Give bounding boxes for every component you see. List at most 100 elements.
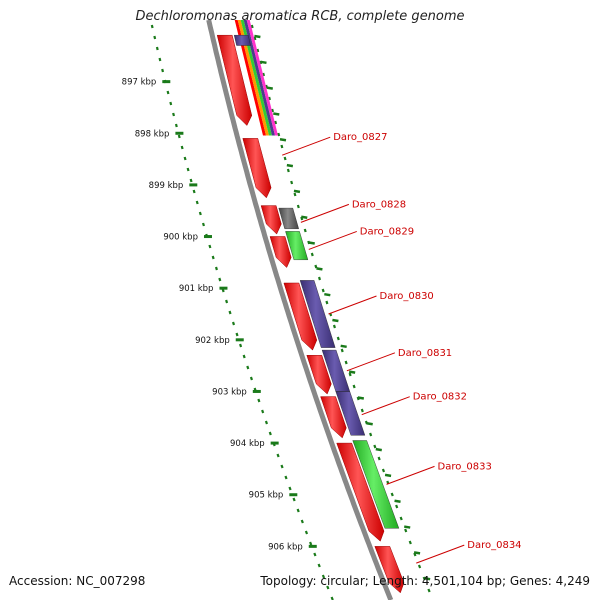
outer-track-dot — [332, 324, 336, 329]
outer-track-dot — [399, 516, 403, 521]
scale-track-dot — [161, 68, 165, 73]
feature-stripe — [240, 20, 272, 136]
forward-gene — [283, 282, 318, 351]
outer-track-tick — [301, 215, 308, 219]
outer-track-dot — [265, 84, 268, 89]
scale-track-dot — [169, 101, 173, 106]
outer-track-dot — [373, 444, 377, 449]
gene-label: Daro_0834 — [467, 540, 521, 551]
outer-track-dot — [303, 228, 307, 233]
outer-track-tick — [324, 292, 331, 297]
scale-track-dot — [321, 574, 326, 579]
scale-track-dot — [264, 420, 269, 425]
map-title: Dechloromonas aromatica RCB, complete ge… — [135, 9, 465, 24]
scale-track-dot — [177, 134, 181, 139]
gene-label: Daro_0828 — [352, 199, 406, 210]
scale-track-dot — [296, 508, 300, 513]
scale-track-dot — [276, 453, 280, 458]
scale-track-dot — [235, 332, 239, 337]
outer-track-dot — [408, 540, 412, 545]
gene-label: Daro_0827 — [333, 132, 387, 143]
outer-track-dot — [286, 168, 290, 173]
outer-track-tick — [286, 163, 294, 168]
forward-gene — [336, 442, 385, 542]
outer-track-tick — [384, 473, 392, 478]
feature-stripe — [237, 20, 269, 136]
outer-track-dot — [404, 528, 408, 533]
kbp-label: 898 kbp — [135, 129, 170, 139]
outer-track-dot — [290, 180, 294, 185]
gene-label: Daro_0833 — [438, 461, 492, 472]
outer-track-dot — [262, 72, 265, 77]
gene-label-leader — [282, 136, 331, 156]
outer-track-tick — [394, 499, 401, 503]
scale-track-dot — [183, 156, 187, 161]
kbp-label: 906 kbp — [268, 542, 303, 552]
scale-track-dot — [268, 431, 272, 436]
scale-track-dot — [280, 464, 284, 469]
scale-track-dot — [284, 475, 288, 480]
outer-track-tick — [293, 189, 301, 194]
scale-track-dot — [174, 123, 178, 128]
kbp-label: 897 kbp — [122, 78, 157, 88]
gene-label-leader — [361, 396, 410, 416]
outer-track-tick — [266, 86, 273, 90]
kbp-label: 903 kbp — [212, 387, 247, 397]
outer-track-dot — [360, 408, 364, 413]
scale-track-dot — [292, 497, 296, 502]
scale-track-dot — [158, 57, 162, 62]
cds-feature — [335, 391, 366, 436]
scale-track-dot — [189, 178, 193, 183]
outer-track-tick — [423, 576, 431, 581]
outer-track-dot — [256, 48, 260, 53]
outer-track-dot — [283, 156, 287, 161]
scale-track-dot — [246, 365, 250, 370]
scale-track-dot — [249, 376, 253, 381]
scale-track-dot — [150, 24, 154, 29]
genome-backbone — [206, 19, 394, 600]
topology-summary-text: Topology: circular; Length: 4,501,104 bp… — [260, 574, 590, 588]
scale-track-dot — [208, 244, 212, 249]
scale-track-dot — [228, 310, 232, 315]
outer-track-dot — [296, 204, 300, 209]
outer-track-dot — [321, 288, 325, 293]
scale-track-dot — [257, 398, 261, 403]
outer-track-dot — [325, 300, 329, 305]
outer-track-dot — [314, 264, 318, 269]
outer-track-dot — [427, 588, 431, 593]
scale-track-dot — [239, 343, 243, 348]
scale-track-dot — [180, 145, 184, 150]
scale-track-dot — [231, 321, 236, 326]
kbp-label: 905 kbp — [249, 491, 284, 501]
scale-track-dot — [153, 35, 157, 40]
outer-track-dot — [250, 24, 254, 29]
outer-track-dot — [381, 468, 386, 473]
scale-track-dot — [198, 211, 202, 216]
outer-track-tick — [357, 396, 365, 400]
forward-gene — [260, 205, 282, 235]
scale-track-dot — [309, 541, 313, 546]
gene-label: Daro_0829 — [360, 226, 414, 237]
scale-track-dot — [201, 222, 205, 227]
kbp-label: 900 kbp — [163, 233, 198, 243]
forward-gene — [374, 546, 405, 594]
outer-track-tick — [279, 138, 287, 142]
outer-track-tick — [316, 267, 323, 271]
outer-track-dot — [317, 276, 322, 281]
cds-feature — [352, 440, 400, 529]
outer-track-dot — [336, 336, 340, 341]
outer-track-dot — [280, 144, 284, 149]
outer-track-dot — [395, 504, 399, 509]
outer-track-tick — [375, 447, 382, 452]
outer-track-dot — [271, 108, 274, 113]
outer-track-dot — [348, 372, 352, 377]
cds-feature — [278, 207, 299, 230]
scale-track-dot — [155, 46, 159, 51]
scale-track-dot — [304, 530, 309, 535]
outer-track-dot — [369, 432, 373, 437]
outer-track-tick — [254, 34, 261, 39]
scale-track-dot — [225, 299, 229, 304]
accession-text: Accession: NC_007298 — [9, 574, 146, 588]
